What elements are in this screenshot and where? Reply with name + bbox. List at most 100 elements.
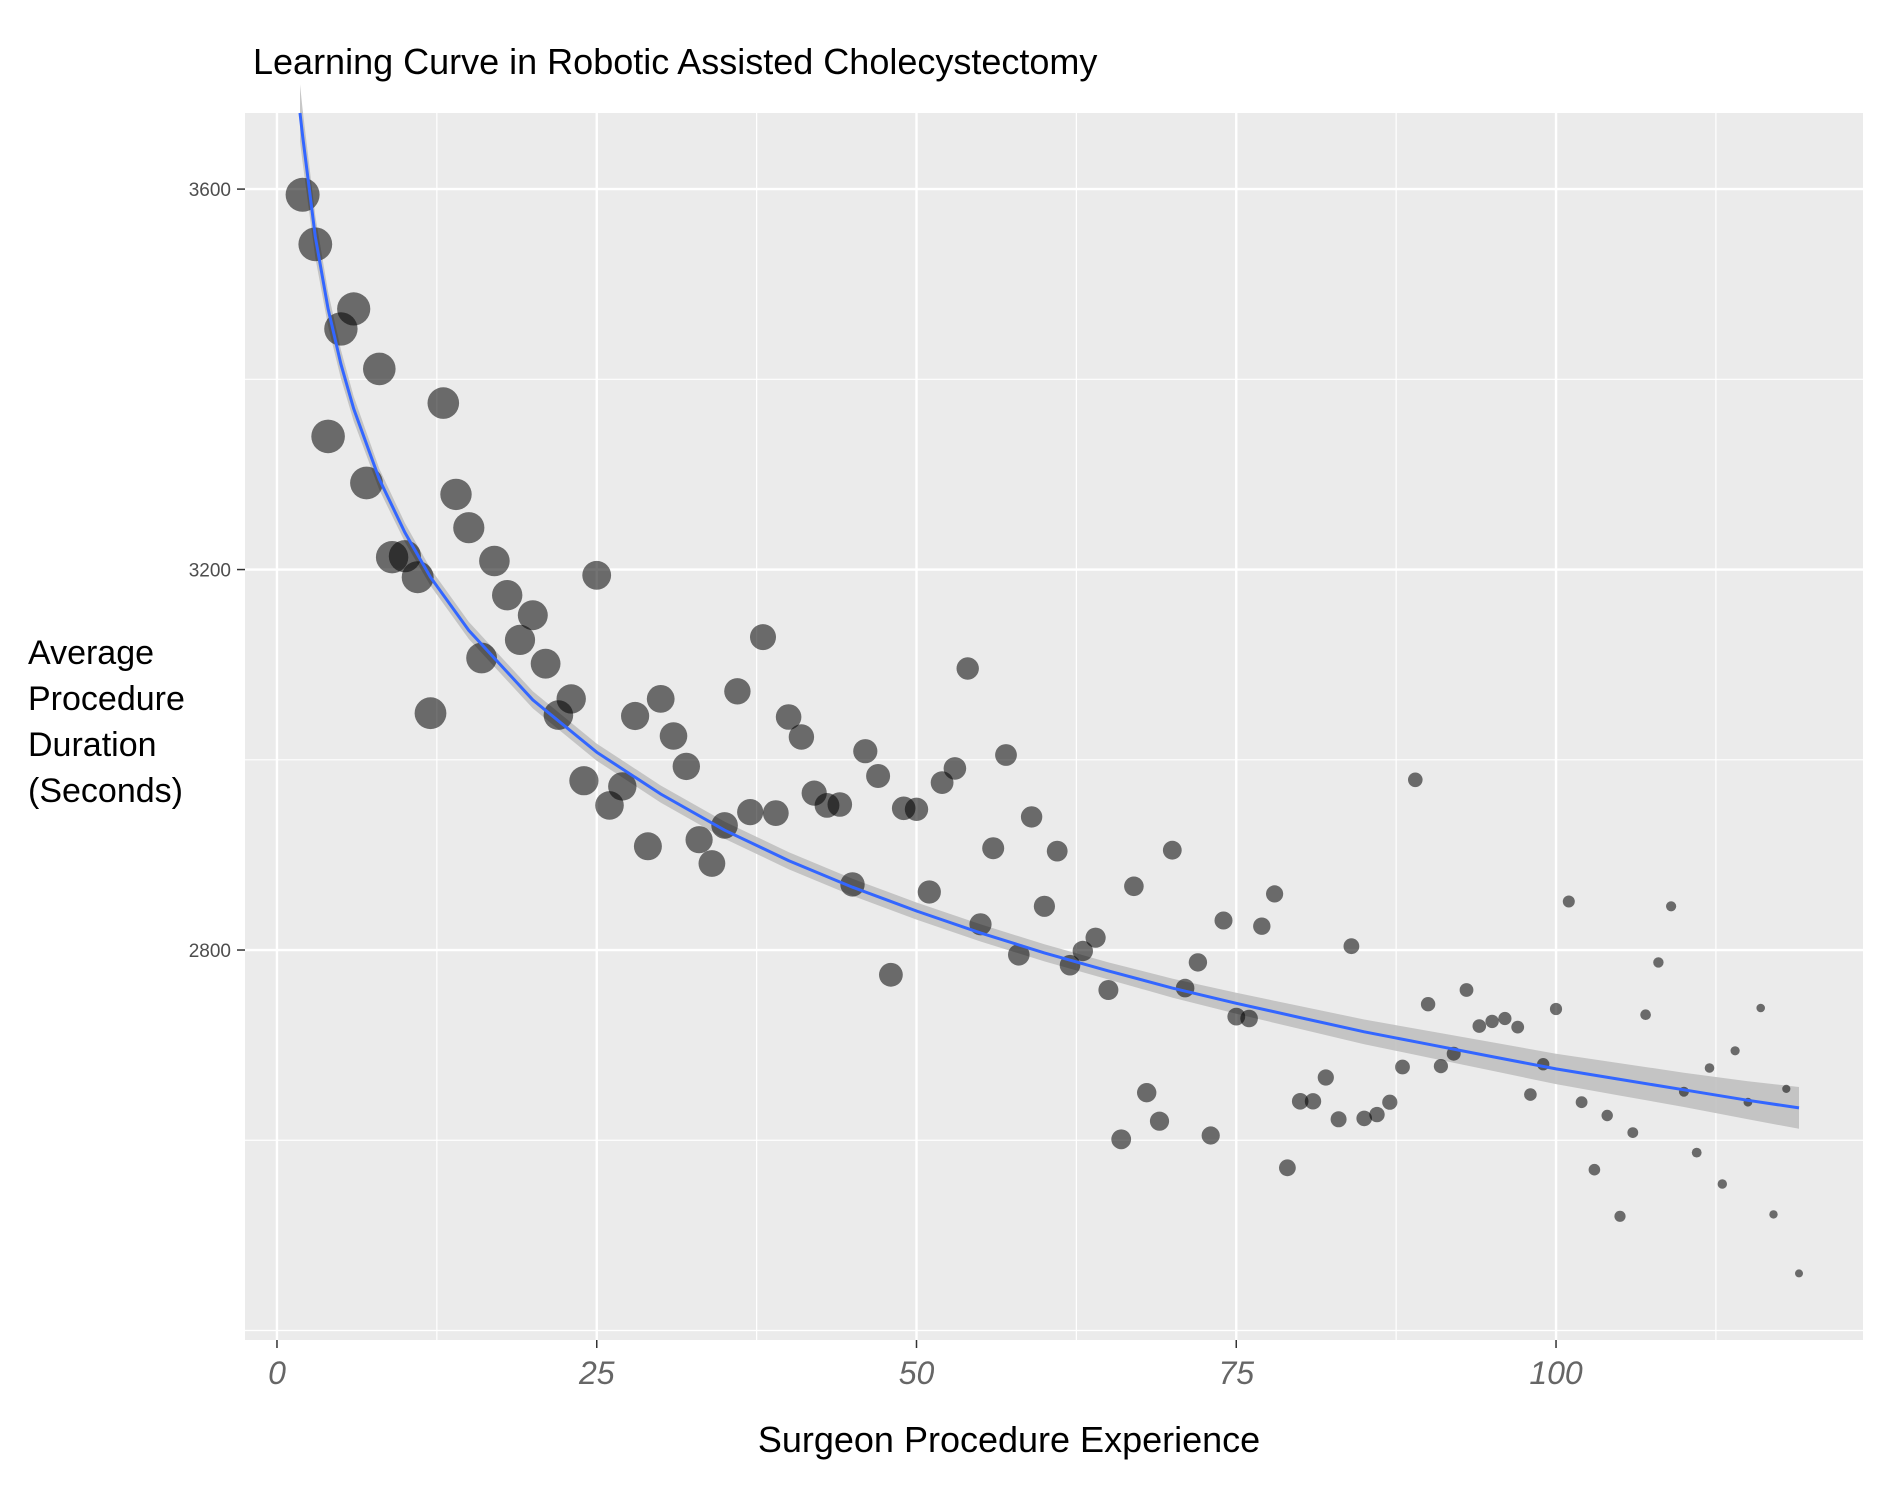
data-point	[1072, 940, 1094, 962]
y-axis-label-line: Procedure	[28, 680, 185, 718]
data-point	[1033, 895, 1055, 917]
data-point	[1188, 953, 1208, 972]
data-point	[1485, 1014, 1499, 1029]
data-point	[1214, 911, 1233, 930]
data-point	[982, 837, 1005, 860]
data-point	[762, 800, 789, 826]
y-axis-label-line: (Seconds)	[28, 772, 183, 810]
data-point	[1653, 957, 1664, 968]
x-axis-label: Surgeon Procedure Experience	[758, 1419, 1260, 1460]
data-point	[492, 580, 523, 611]
data-point	[1317, 1069, 1334, 1086]
data-point	[608, 772, 637, 801]
y-axis-label-line: Average	[28, 634, 154, 672]
x-tick-label: 100	[1529, 1355, 1583, 1391]
y-tick-label: 3600	[189, 180, 231, 201]
data-point	[556, 684, 586, 714]
data-point	[1627, 1127, 1639, 1138]
data-point	[621, 701, 650, 731]
data-point	[775, 704, 802, 730]
data-point	[956, 657, 979, 680]
data-point	[1046, 840, 1068, 862]
data-point	[363, 352, 396, 386]
y-axis-ticks: 2800 3200 3600	[189, 180, 245, 962]
y-axis-label-line: Duration	[28, 726, 157, 764]
data-point	[569, 766, 599, 796]
data-point	[453, 512, 485, 544]
data-point	[1704, 1063, 1715, 1073]
data-point	[685, 826, 713, 854]
data-point	[1420, 997, 1436, 1012]
data-point	[879, 962, 903, 987]
data-point	[427, 387, 460, 419]
data-point	[788, 724, 815, 750]
data-point	[440, 478, 472, 511]
x-tick-label: 75	[1218, 1355, 1254, 1391]
data-point	[1137, 1083, 1157, 1103]
data-point	[479, 545, 510, 577]
data-point	[672, 752, 700, 781]
data-point	[466, 642, 497, 674]
data-point	[904, 797, 929, 821]
x-tick-label: 50	[899, 1355, 935, 1391]
data-point	[1498, 1011, 1512, 1026]
data-point	[1640, 1009, 1651, 1020]
data-point	[1240, 1009, 1258, 1028]
data-point	[1524, 1088, 1537, 1101]
data-point	[1614, 1210, 1626, 1222]
data-point	[1149, 1111, 1170, 1131]
data-point	[1111, 1129, 1132, 1150]
data-point	[1691, 1147, 1702, 1158]
data-point	[311, 419, 345, 454]
data-point	[1601, 1109, 1613, 1122]
data-point	[1756, 1003, 1765, 1013]
data-point	[1382, 1094, 1398, 1110]
fit-line-layer	[298, 112, 1800, 1110]
data-point	[1279, 1159, 1296, 1177]
data-point	[1795, 1269, 1803, 1278]
data-point	[414, 697, 447, 730]
data-point	[350, 466, 383, 500]
y-tick-label: 2800	[189, 941, 231, 962]
y-tick-label: 3200	[189, 561, 231, 582]
data-point	[1020, 806, 1043, 828]
data-point	[737, 799, 764, 826]
data-points-layer	[285, 177, 1803, 1278]
data-point	[1472, 1019, 1487, 1033]
data-point	[530, 648, 561, 679]
data-point	[582, 560, 612, 590]
data-point	[1575, 1096, 1588, 1109]
data-point	[1459, 983, 1474, 997]
data-point	[1304, 1093, 1322, 1110]
data-point	[1330, 1111, 1347, 1128]
data-point	[1253, 917, 1271, 935]
data-point	[724, 678, 751, 705]
data-point	[1343, 938, 1360, 955]
data-point	[1549, 1002, 1563, 1016]
chart-title: Learning Curve in Robotic Assisted Chole…	[253, 41, 1097, 82]
data-point	[1162, 840, 1182, 860]
data-point	[866, 764, 891, 788]
data-point	[1356, 1110, 1372, 1127]
x-tick-label: 0	[268, 1355, 286, 1391]
data-point	[853, 739, 878, 764]
data-point	[1266, 885, 1284, 903]
data-point	[1511, 1020, 1525, 1034]
plot-panel	[245, 113, 1863, 1340]
x-axis-ticks: 0 25 50 75 100	[268, 1340, 1583, 1391]
data-point	[1717, 1179, 1728, 1189]
x-tick-label: 25	[578, 1355, 615, 1391]
data-point	[1395, 1059, 1410, 1075]
data-point	[646, 685, 675, 713]
data-point	[1085, 927, 1106, 948]
data-point	[337, 292, 371, 326]
data-point	[1369, 1106, 1385, 1123]
data-point	[827, 792, 853, 817]
data-point	[285, 177, 320, 212]
data-point	[517, 600, 548, 631]
data-point	[1666, 901, 1677, 912]
data-point	[1433, 1059, 1448, 1074]
data-point	[943, 757, 967, 780]
data-point	[1588, 1163, 1601, 1176]
